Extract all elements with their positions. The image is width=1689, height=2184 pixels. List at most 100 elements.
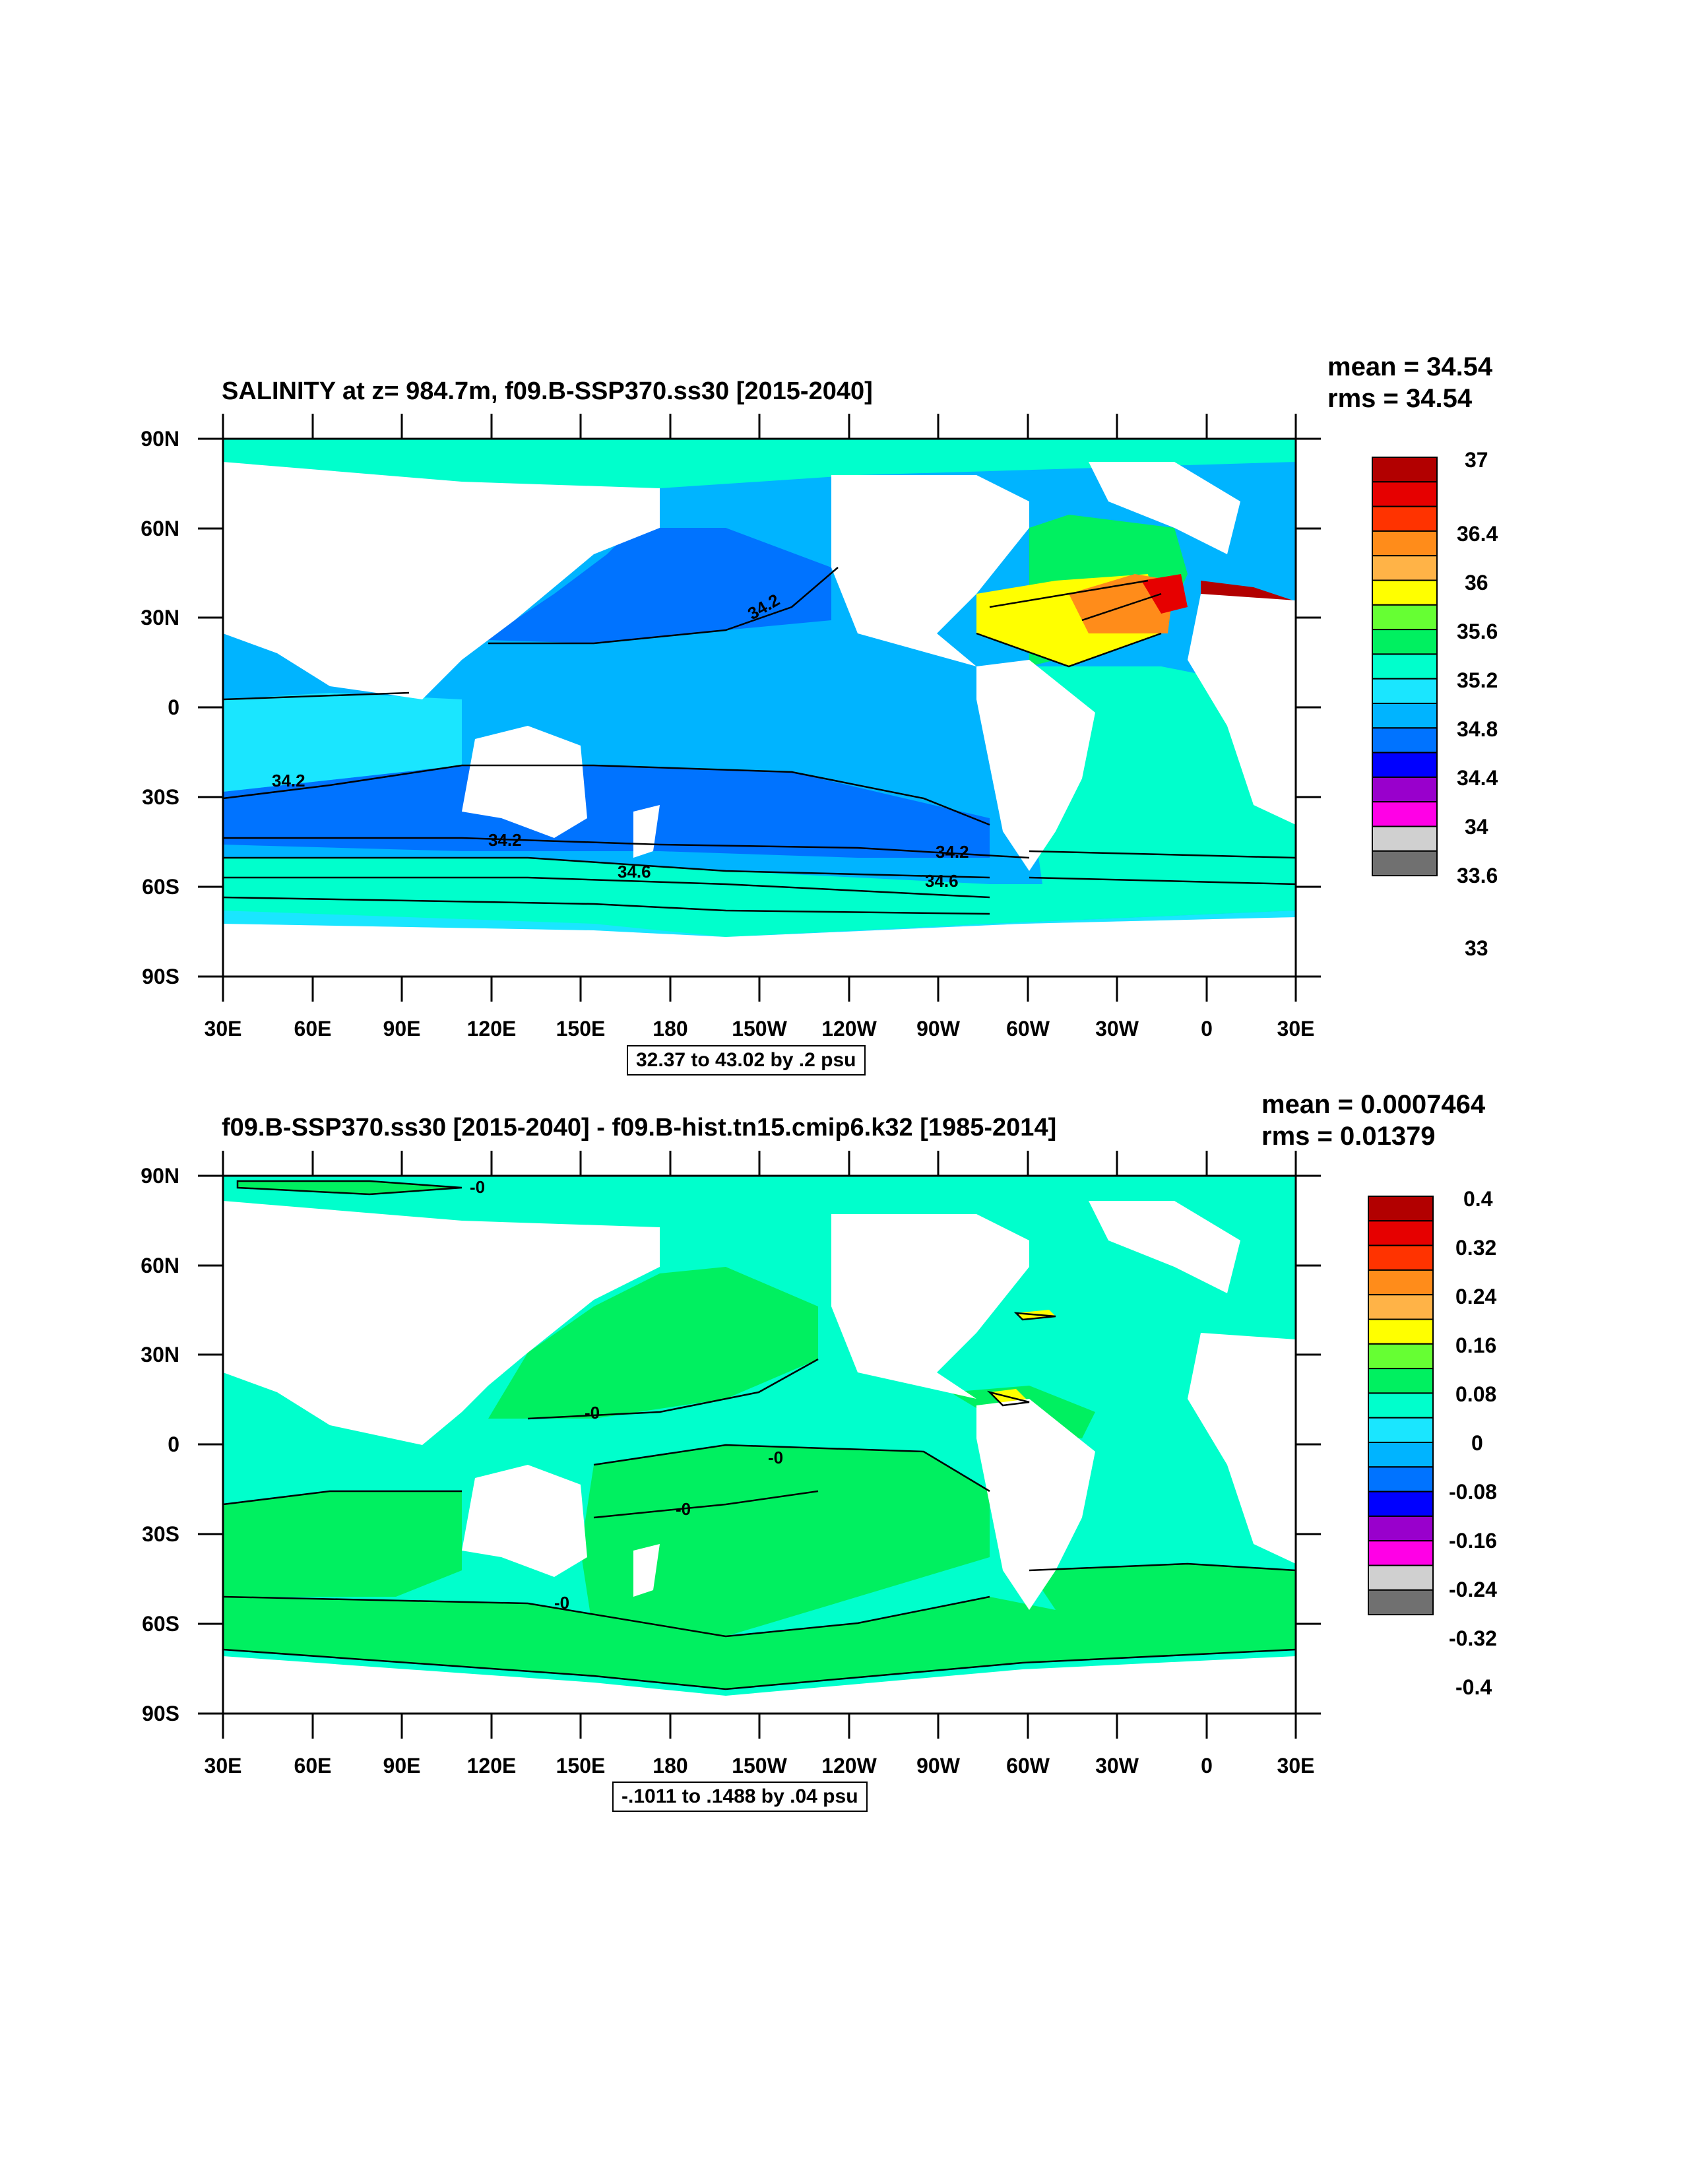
colorbar-swatch bbox=[1368, 1417, 1434, 1443]
colorbar-swatch bbox=[1372, 727, 1438, 754]
colorbar-label: 35.6 bbox=[1457, 620, 1498, 643]
contour-label-group: -0 -0 -0 -0 -0 bbox=[470, 1177, 783, 1613]
lon-label: 60W bbox=[1006, 1017, 1050, 1041]
colorbar-swatch bbox=[1372, 579, 1438, 606]
colorbar-label: 0.08 bbox=[1455, 1382, 1496, 1406]
lat-label: 90N bbox=[141, 1164, 179, 1188]
greenland-land bbox=[1089, 1201, 1240, 1293]
colorbar-label: 36 bbox=[1465, 571, 1488, 594]
southern-band bbox=[223, 765, 990, 858]
south-america-land bbox=[976, 1399, 1095, 1610]
colorbar-label: 0.4 bbox=[1463, 1187, 1493, 1211]
lat-label: 60S bbox=[142, 1612, 179, 1636]
africa-land bbox=[1188, 594, 1296, 825]
lon-label: 150E bbox=[556, 1017, 606, 1041]
colorbar-label: -0.16 bbox=[1449, 1529, 1497, 1553]
colorbar-swatch bbox=[1372, 703, 1438, 729]
colorbar-label: -0.24 bbox=[1449, 1578, 1497, 1601]
colorbar-swatch bbox=[1372, 752, 1438, 778]
rms-stat: rms = 0.01379 bbox=[1261, 1122, 1436, 1151]
colorbar-swatch bbox=[1368, 1392, 1434, 1419]
lon-label: 90E bbox=[383, 1017, 421, 1041]
lon-label: 0 bbox=[1201, 1754, 1213, 1778]
tick-marks bbox=[198, 1151, 1321, 1739]
colorbar-swatch bbox=[1368, 1196, 1434, 1222]
lat-label: 30S bbox=[142, 785, 179, 809]
contour-info-box: -.1011 to .1488 by .04 psu bbox=[612, 1782, 868, 1812]
mean-stat: mean = 0.0007464 bbox=[1261, 1090, 1486, 1119]
australia-land bbox=[462, 1465, 587, 1577]
contour-lines bbox=[222, 1180, 1296, 1690]
australia-land bbox=[462, 726, 587, 838]
lat-label: 90N bbox=[141, 427, 179, 451]
colorbar-swatch bbox=[1368, 1220, 1434, 1246]
contour-label: -0 bbox=[554, 1593, 569, 1613]
colorbar-label: 0.24 bbox=[1455, 1285, 1496, 1308]
lat-label: 0 bbox=[168, 1432, 179, 1456]
plot-title: f09.B-SSP370.ss30 [2015-2040] - f09.B-hi… bbox=[222, 1114, 1057, 1141]
lon-label: 30E bbox=[205, 1017, 242, 1041]
colorbar-label: 34 bbox=[1465, 815, 1488, 839]
lon-label: 60E bbox=[294, 1017, 332, 1041]
lon-label: 180 bbox=[653, 1754, 687, 1778]
tick-marks bbox=[198, 414, 1321, 1002]
colorbar-swatch bbox=[1372, 604, 1438, 631]
contour-lines bbox=[222, 567, 1296, 915]
colorbar-swatch bbox=[1368, 1515, 1434, 1542]
lon-label: 180 bbox=[653, 1017, 687, 1041]
mean-stat: mean = 34.54 bbox=[1327, 352, 1493, 381]
colorbar bbox=[1368, 1196, 1434, 1616]
colorbar-label: 34.8 bbox=[1457, 717, 1498, 741]
lon-label: 90W bbox=[916, 1017, 961, 1041]
colorbar-label: -0.32 bbox=[1449, 1626, 1497, 1650]
lat-label: 90S bbox=[142, 965, 179, 988]
north-pacific-region bbox=[488, 528, 831, 643]
contour-label: 34.2 bbox=[488, 830, 522, 850]
colorbar-label: 33 bbox=[1465, 936, 1488, 960]
lat-label: 0 bbox=[168, 695, 179, 719]
lon-label: 120W bbox=[821, 1754, 877, 1778]
plot-title: SALINITY at z= 984.7m, f09.B-SSP370.ss30… bbox=[222, 377, 873, 405]
lon-label: 30W bbox=[1095, 1017, 1139, 1041]
antarctica-land bbox=[223, 917, 1296, 977]
lon-label: 150W bbox=[732, 1754, 787, 1778]
lat-labels: 90N 60N 30N 0 30S 60S 90S bbox=[141, 427, 179, 988]
lon-label: 90W bbox=[916, 1754, 961, 1778]
lat-label: 60S bbox=[142, 875, 179, 899]
colorbar-swatch bbox=[1368, 1442, 1434, 1468]
lon-label: 150E bbox=[556, 1754, 606, 1778]
lat-label: 30N bbox=[141, 606, 179, 629]
colorbar-swatch bbox=[1368, 1491, 1434, 1517]
lon-label: 30W bbox=[1095, 1754, 1139, 1778]
contour-label: 34.6 bbox=[925, 871, 959, 891]
lon-label: 120E bbox=[467, 1017, 517, 1041]
lon-label: 90E bbox=[383, 1754, 421, 1778]
colorbar-swatch bbox=[1372, 678, 1438, 704]
colorbar-swatch bbox=[1372, 530, 1438, 557]
south-atlantic-green bbox=[1029, 1564, 1296, 1610]
contour-label-group: 34.2 34.2 34.2 34.2 34.6 34.6 bbox=[272, 590, 969, 891]
colorbar-label: 33.6 bbox=[1457, 864, 1498, 887]
north-pacific-green bbox=[488, 1267, 818, 1419]
lon-label: 30E bbox=[1277, 1754, 1315, 1778]
salinity-map: 34.2 34.2 34.2 34.2 34.6 34.6 bbox=[141, 414, 1498, 1041]
africa-land bbox=[1188, 1333, 1296, 1564]
contour-label: 34.2 bbox=[936, 842, 969, 862]
north-america-land bbox=[831, 1214, 1029, 1399]
southern-green bbox=[223, 1597, 1296, 1689]
rms-stat: rms = 34.54 bbox=[1327, 384, 1473, 413]
colorbar-label: 36.4 bbox=[1457, 522, 1498, 546]
colorbar-swatch bbox=[1368, 1269, 1434, 1296]
lon-label: 30E bbox=[205, 1754, 242, 1778]
colorbar-labels: 0.4 0.32 0.24 0.16 0.08 0 -0.08 -0.16 -0… bbox=[1449, 1187, 1497, 1699]
colorbar-swatch bbox=[1372, 653, 1438, 680]
colorbar-swatch bbox=[1368, 1294, 1434, 1320]
colorbar-swatch bbox=[1372, 850, 1438, 877]
colorbar-swatch bbox=[1368, 1318, 1434, 1345]
contour-info-box: 32.37 to 43.02 by .2 psu bbox=[627, 1045, 866, 1076]
lon-label: 0 bbox=[1201, 1017, 1213, 1041]
lat-label: 90S bbox=[142, 1702, 179, 1725]
lon-label: 120E bbox=[467, 1754, 517, 1778]
lat-label: 30S bbox=[142, 1522, 179, 1546]
arctic-region bbox=[223, 439, 1296, 488]
